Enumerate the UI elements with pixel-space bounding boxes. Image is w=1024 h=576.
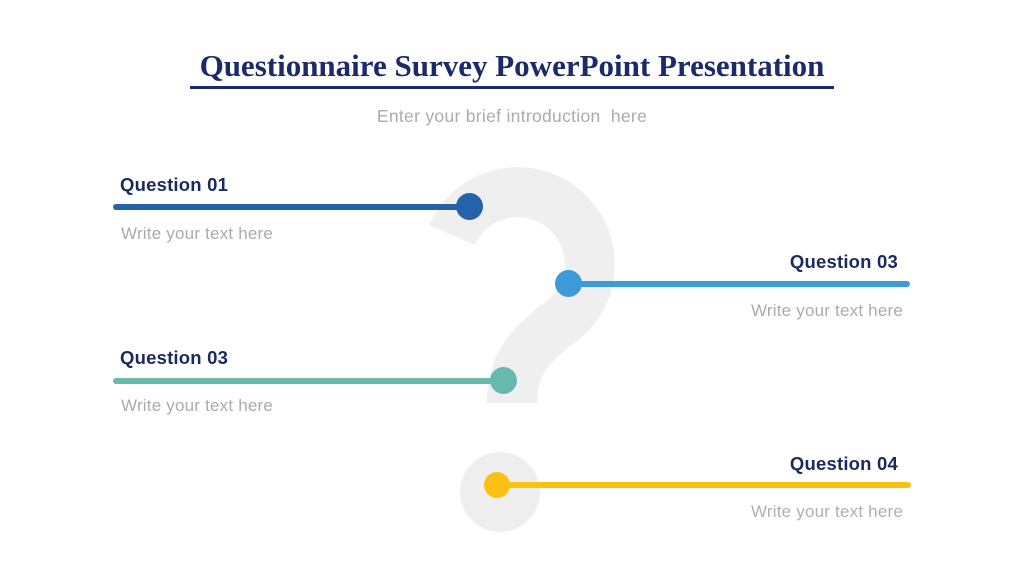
question-2-placeholder-text: Write your text here	[750, 301, 903, 320]
question-3-label: Question 03	[120, 347, 229, 368]
question-mark-curve-icon	[429, 167, 615, 405]
question-2-dot-icon	[555, 270, 582, 297]
question-4-label: Question 04	[789, 453, 898, 474]
question-4-connector-line	[497, 482, 911, 488]
question-4-dot-icon	[484, 472, 510, 498]
question-3-connector-line	[113, 378, 504, 384]
question-2-connector-line	[569, 281, 910, 287]
question-2-label: Question 03	[789, 251, 898, 272]
question-3-dot-icon	[490, 367, 517, 394]
question-1-dot-icon	[456, 193, 483, 220]
question-1-label: Question 01	[120, 174, 229, 195]
question-4-placeholder-text: Write your text here	[750, 502, 903, 521]
question-1-connector-line	[113, 204, 470, 210]
slide-subtitle: Enter your brief introduction here	[376, 106, 648, 126]
question-3-placeholder-text: Write your text here	[121, 396, 274, 415]
question-1-placeholder-text: Write your text here	[121, 224, 274, 243]
slide-header: Questionnaire Survey PowerPoint Presenta…	[0, 48, 1024, 89]
slide-title: Questionnaire Survey PowerPoint Presenta…	[189, 48, 835, 89]
